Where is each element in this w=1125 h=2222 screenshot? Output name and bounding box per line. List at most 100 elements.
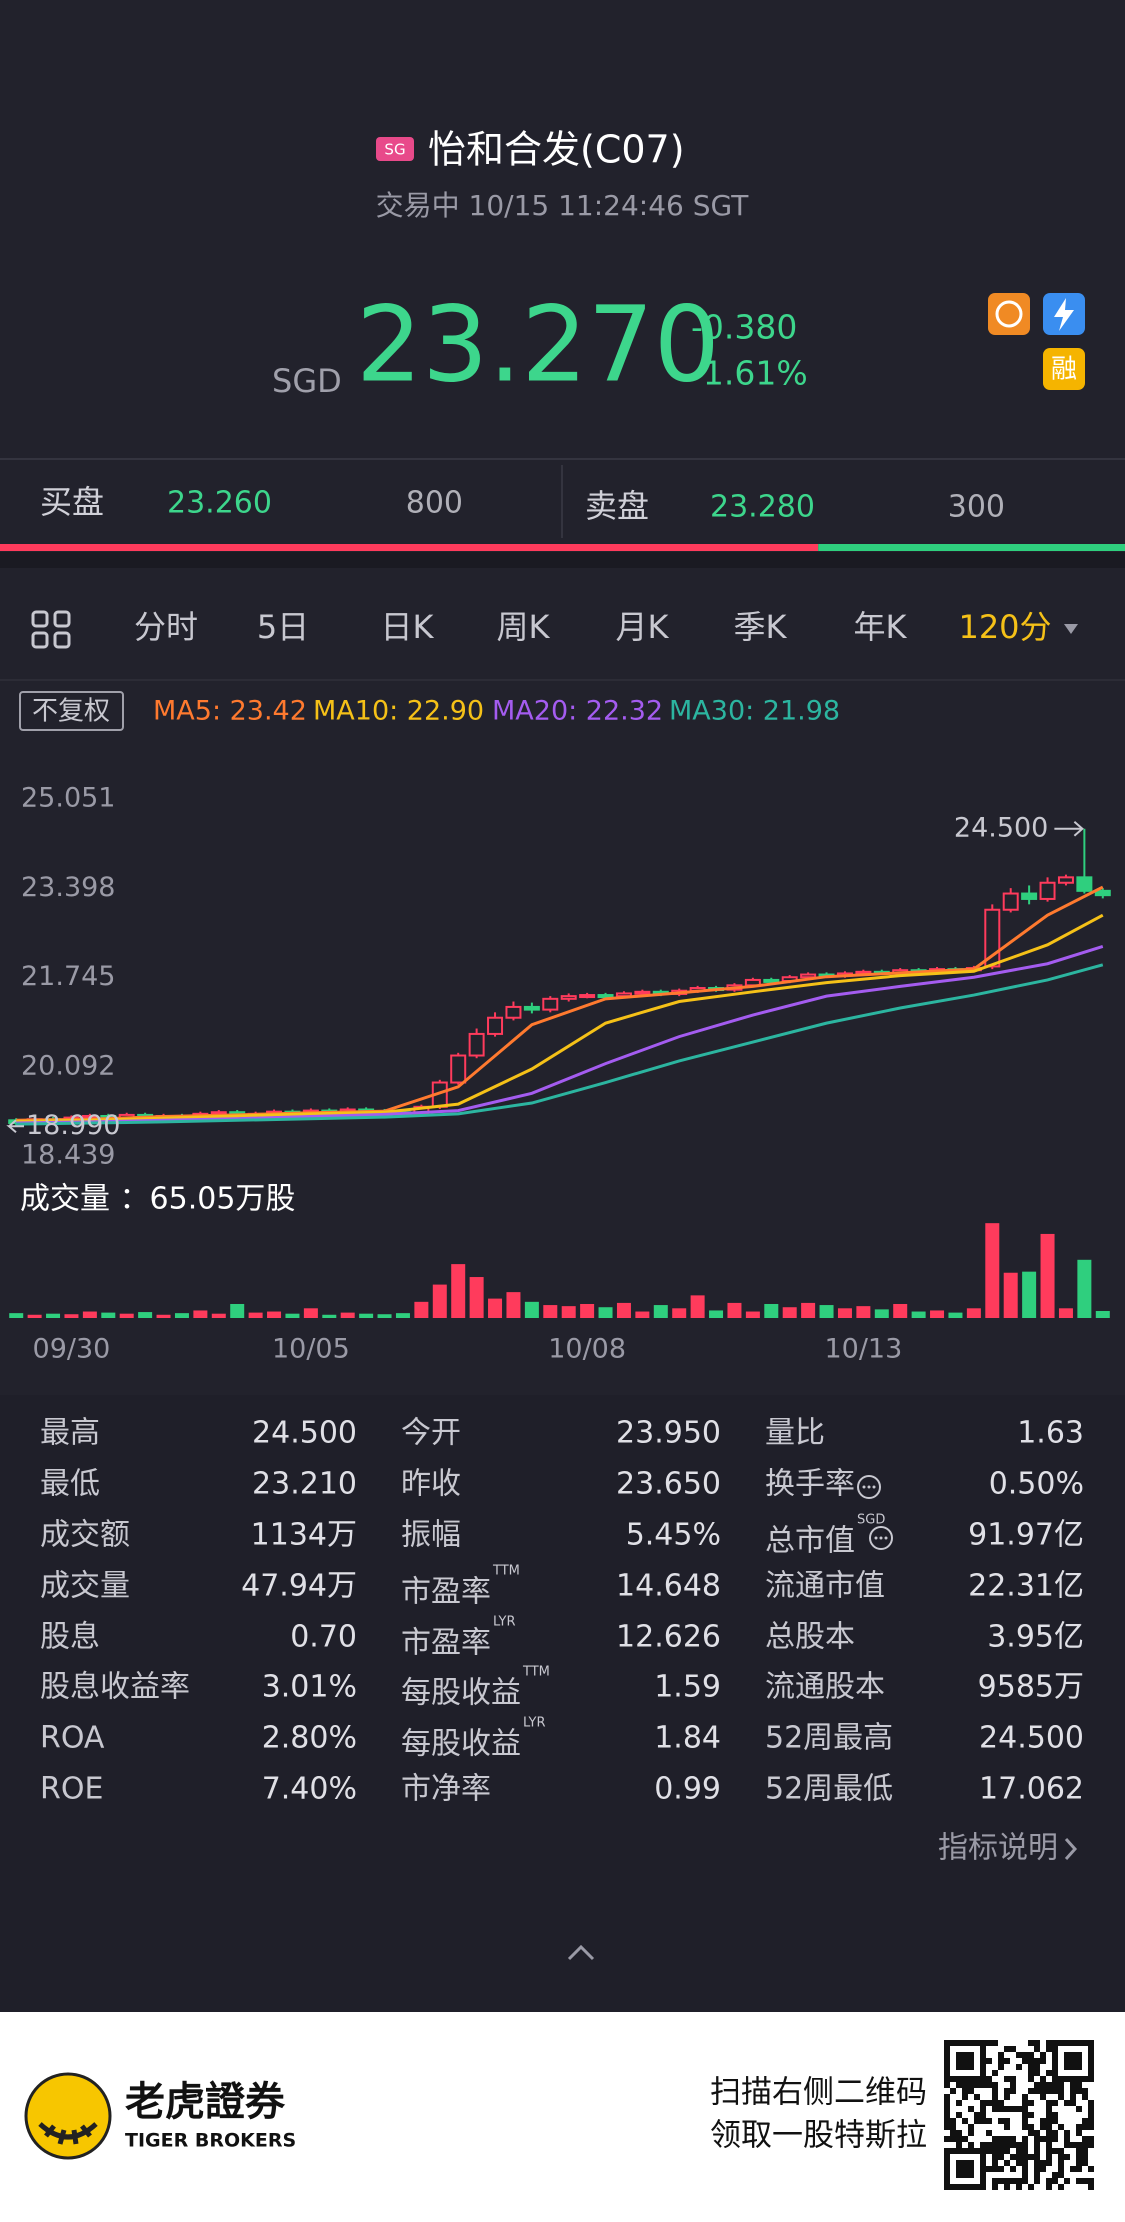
volume-bar: [598, 1307, 613, 1318]
tab[interactable]: 分时: [134, 608, 198, 646]
qr-module: [980, 2184, 986, 2190]
qr-module: [944, 2100, 950, 2106]
icon-badge[interactable]: [1043, 348, 1085, 390]
qr-module: [1052, 2136, 1058, 2142]
info-icon[interactable]: [857, 1475, 881, 1499]
qr-module: [968, 2130, 974, 2136]
qr-module: [986, 2142, 992, 2148]
volume-bar: [174, 1313, 189, 1318]
volume-bar: [82, 1311, 97, 1318]
icon-glyph: [995, 300, 1023, 328]
qr-module: [1028, 2052, 1034, 2058]
stat-label: 52周最低: [765, 1772, 893, 1807]
qr-module: [962, 2052, 968, 2058]
qr-module: [1004, 2136, 1010, 2142]
qr-module: [974, 2076, 980, 2082]
qr-module: [1010, 2136, 1016, 2142]
tab[interactable]: 120分: [958, 608, 1051, 646]
qr-module: [1040, 2094, 1046, 2100]
qr-module: [998, 2142, 1004, 2148]
promo-line: 扫描右侧二维码: [710, 2075, 927, 2111]
qr-module: [968, 2082, 974, 2088]
x-tick-label: 09/30: [33, 1334, 111, 1365]
volume-bar: [764, 1303, 779, 1318]
tab[interactable]: 季K: [734, 608, 788, 646]
qr-module: [968, 2076, 974, 2082]
qr-module: [962, 2118, 968, 2124]
qr-module: [980, 2160, 986, 2166]
qr-module: [1070, 2166, 1076, 2172]
qr-module: [974, 2040, 980, 2046]
qr-module: [1004, 2046, 1010, 2052]
qr-module: [1058, 2154, 1064, 2160]
qr-module: [1052, 2130, 1058, 2136]
volume-bar: [948, 1312, 963, 1318]
tab[interactable]: 5日: [257, 608, 309, 646]
qr-module: [944, 2082, 950, 2088]
qr-module: [980, 2076, 986, 2082]
ma-line: [16, 963, 1104, 1126]
qr-module: [1082, 2154, 1088, 2160]
volume-bar: [893, 1303, 908, 1318]
icon-glyph: [1054, 298, 1074, 331]
qr-module: [1076, 2154, 1082, 2160]
qr-module: [998, 2064, 1004, 2070]
y-tick-label: 21.745: [21, 961, 115, 992]
layout-icon[interactable]: [31, 610, 71, 649]
qr-module: [992, 2160, 998, 2166]
qr-module: [1022, 2172, 1028, 2178]
volume-bar: [1022, 1271, 1037, 1318]
qr-module: [1046, 2118, 1052, 2124]
ma-legend: MA20: 22.32: [492, 696, 663, 727]
qr-module: [1016, 2178, 1022, 2184]
qr-module: [980, 2082, 986, 2088]
qr-module: [1088, 2118, 1094, 2124]
volume-bar: [303, 1308, 318, 1318]
qr-module: [944, 2040, 950, 2046]
qr-module: [1088, 2106, 1094, 2112]
qr-module: [1010, 2154, 1016, 2160]
qr-module: [944, 2184, 950, 2190]
qr-module: [998, 2100, 1004, 2106]
volume-bar: [801, 1302, 816, 1318]
volume-bar: [230, 1303, 245, 1318]
adjust-box[interactable]: [19, 691, 124, 731]
tab[interactable]: 日K: [381, 608, 435, 646]
qr-module: [1028, 2184, 1034, 2190]
qr-module: [1064, 2178, 1070, 2184]
indicator-link[interactable]: 指标说明: [938, 1831, 1058, 1866]
stat-label: 总市值: [765, 1524, 855, 1559]
qr-module: [1058, 2082, 1064, 2088]
qr-module: [1070, 2094, 1076, 2100]
qr-module: [1046, 2088, 1052, 2094]
qr-module: [956, 2064, 962, 2070]
icon-badge[interactable]: [988, 293, 1030, 335]
qr-module: [1052, 2040, 1058, 2046]
qr-module: [992, 2094, 998, 2100]
stat-label: ROA: [40, 1721, 105, 1756]
qr-module: [1010, 2178, 1016, 2184]
qr-module: [980, 2166, 986, 2172]
adjust-label[interactable]: 不复权: [32, 697, 110, 727]
qr-module: [1046, 2082, 1052, 2088]
qr-module: [1058, 2094, 1064, 2100]
logo-stripes: [38, 2122, 98, 2145]
tab[interactable]: 周K: [497, 608, 551, 646]
qr-module: [944, 2112, 950, 2118]
y-tick-label: 25.051: [21, 783, 115, 814]
qr-module: [968, 2124, 974, 2130]
info-icon[interactable]: [869, 1526, 893, 1550]
qr-module: [980, 2118, 986, 2124]
tab[interactable]: 年K: [854, 608, 908, 646]
dropdown-arrow[interactable]: [1064, 624, 1078, 634]
qr-module: [980, 2070, 986, 2076]
qr-module: [956, 2130, 962, 2136]
volume-bar: [709, 1310, 724, 1318]
tab[interactable]: 月K: [616, 608, 670, 646]
qr-module: [1028, 2058, 1034, 2064]
info-dot: [879, 1536, 883, 1540]
expand-chevron[interactable]: [567, 1944, 595, 1961]
qr-module: [1034, 2064, 1040, 2070]
qr-module: [998, 2136, 1004, 2142]
qr-module: [1082, 2136, 1088, 2142]
